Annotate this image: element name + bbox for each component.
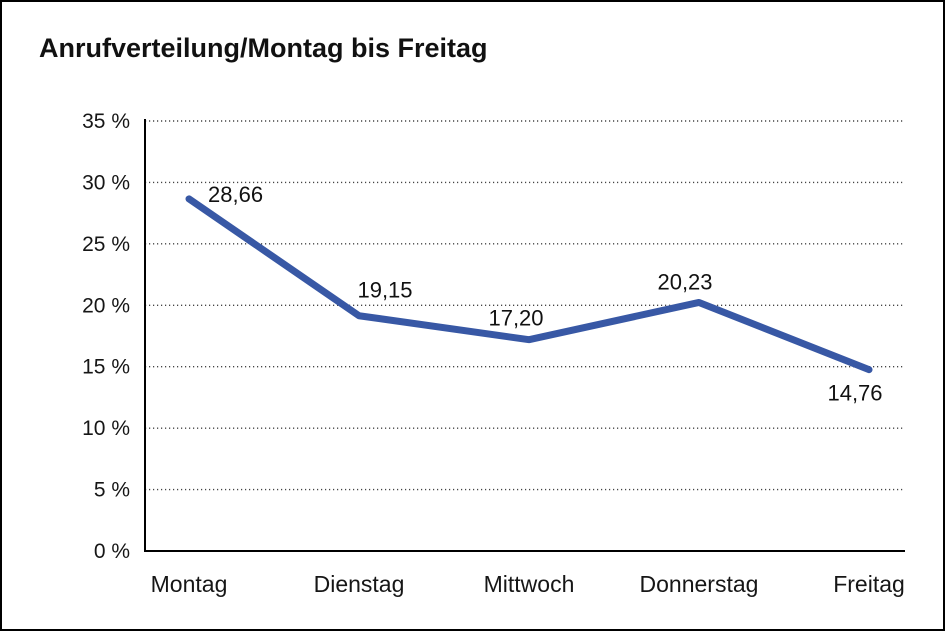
data-line (185, 195, 873, 374)
chart-title: Anrufverteilung/Montag bis Freitag (39, 33, 488, 63)
y-tick-label: 35 % (82, 110, 130, 133)
x-category-label: Montag (151, 571, 228, 597)
x-category-label: Freitag (833, 571, 905, 597)
data-label: 17,20 (488, 306, 543, 331)
y-tick-label: 10 % (82, 417, 130, 440)
data-label: 14,76 (827, 381, 882, 406)
data-label: 28,66 (208, 182, 263, 207)
x-category-label: Dienstag (314, 571, 405, 597)
y-tick-label: 30 % (82, 171, 130, 194)
data-label: 19,15 (357, 278, 412, 303)
y-tick-label: 0 % (94, 540, 130, 563)
y-tick-label: 25 % (82, 233, 130, 256)
y-tick-label: 15 % (82, 356, 130, 379)
x-category-label: Donnerstag (640, 571, 759, 597)
y-tick-label: 5 % (94, 479, 130, 502)
x-category-label: Mittwoch (484, 571, 575, 597)
y-tick-label: 20 % (82, 294, 130, 317)
data-label: 20,23 (657, 269, 712, 294)
